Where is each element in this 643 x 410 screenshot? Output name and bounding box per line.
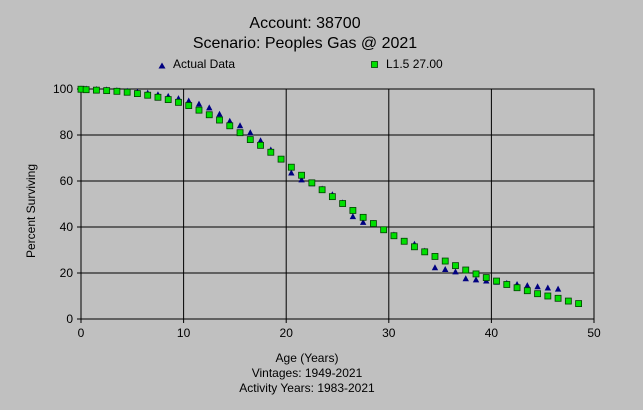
fit-point xyxy=(246,136,254,144)
fit-point xyxy=(359,213,367,221)
fit-point xyxy=(277,155,285,163)
fit-point xyxy=(267,148,275,156)
axis-ticks: 0 10 20 30 40 50 0 20 40 60 80 100 xyxy=(53,82,601,340)
fit-point xyxy=(154,93,162,101)
actual-data-point xyxy=(359,218,367,225)
actual-data-point xyxy=(216,110,223,117)
legend: Actual Data L1.5 27.00 xyxy=(158,57,443,71)
actual-data-point xyxy=(534,283,541,290)
legend-label-l15: L1.5 27.00 xyxy=(386,57,443,71)
legend-label-actual-data: Actual Data xyxy=(173,57,235,71)
actual-data-point xyxy=(226,117,233,124)
fit-point xyxy=(482,274,490,282)
actual-data-point xyxy=(544,284,552,291)
y-tick-label: 0 xyxy=(66,312,73,326)
fit-point xyxy=(205,111,213,119)
fit-point xyxy=(564,297,572,305)
actual-data-point xyxy=(452,268,459,275)
fit-point xyxy=(411,243,418,251)
actual-data-point xyxy=(349,213,357,220)
fit-point xyxy=(431,253,439,260)
fit-point xyxy=(287,163,295,171)
fit-point xyxy=(462,266,470,274)
fit-point xyxy=(441,257,449,265)
x-tick-label: 40 xyxy=(485,326,499,340)
fit-point xyxy=(82,86,90,94)
actual-data-point xyxy=(185,97,192,104)
fit-point xyxy=(534,290,541,298)
fit-point xyxy=(308,179,316,187)
actual-data-point xyxy=(472,276,480,283)
grid xyxy=(81,89,594,319)
fit-point xyxy=(298,171,305,179)
fit-point xyxy=(472,270,480,278)
fit-point xyxy=(113,87,121,95)
legend-marker-actual-data xyxy=(158,62,166,69)
y-tick-label: 100 xyxy=(53,82,73,96)
y-tick-label: 60 xyxy=(60,174,74,188)
fit-point xyxy=(370,220,377,227)
y-tick-label: 40 xyxy=(60,220,74,234)
x-tick-label: 10 xyxy=(177,326,191,340)
vintages-footer: Vintages: 1949-2021 xyxy=(252,366,363,380)
fit-point xyxy=(503,281,511,288)
actual-data-point xyxy=(288,169,295,176)
fit-point xyxy=(318,186,326,194)
fit-point xyxy=(195,106,203,114)
fit-point xyxy=(513,284,521,292)
fit-point xyxy=(103,87,111,95)
chart-subtitle: Scenario: Peoples Gas @ 2021 xyxy=(193,35,417,52)
actual-data-point xyxy=(247,129,254,136)
y-tick-label: 80 xyxy=(60,128,74,142)
fit-point xyxy=(339,200,347,207)
fit-point xyxy=(452,262,459,270)
chart-title: Account: 38700 xyxy=(249,15,360,32)
fit-point xyxy=(123,88,131,96)
actual-data-point xyxy=(195,100,203,107)
fit-point xyxy=(554,294,562,302)
plot-area xyxy=(80,88,595,320)
legend-marker-l15 xyxy=(371,61,378,68)
x-axis-label: Age (Years) xyxy=(276,351,339,365)
fit-point xyxy=(226,122,234,130)
fit-point xyxy=(349,207,357,214)
x-tick-label: 50 xyxy=(587,326,601,340)
fit-point xyxy=(257,141,264,149)
actual-data-point xyxy=(206,104,213,111)
actual-data-point xyxy=(257,137,264,144)
fit-point xyxy=(421,248,429,256)
x-tick-label: 0 xyxy=(78,326,85,340)
fit-point xyxy=(380,226,388,234)
fit-point xyxy=(575,300,583,307)
fit-point xyxy=(390,232,398,240)
fit-point xyxy=(92,86,100,94)
series-l15-fit xyxy=(77,85,583,307)
actual-data-point xyxy=(524,282,531,289)
fit-point xyxy=(175,98,182,106)
fit-point xyxy=(328,193,336,201)
actual-data-point xyxy=(462,275,469,282)
fit-point xyxy=(544,292,552,300)
actual-data-point xyxy=(442,266,449,273)
fit-point xyxy=(400,237,408,245)
fit-point xyxy=(164,96,172,103)
fit-point xyxy=(185,102,193,109)
actual-data-point xyxy=(236,122,244,129)
fit-point xyxy=(144,91,152,99)
fit-point xyxy=(134,90,141,97)
actual-data-point xyxy=(554,285,562,292)
actual-data-point xyxy=(431,264,439,271)
actual-data-point xyxy=(298,176,305,183)
fit-point xyxy=(523,287,531,295)
fit-point xyxy=(493,277,500,285)
y-tick-label: 20 xyxy=(60,266,74,280)
x-tick-label: 20 xyxy=(280,326,294,340)
fit-point xyxy=(216,116,223,124)
activity-years-footer: Activity Years: 1983-2021 xyxy=(239,381,375,395)
y-axis-label: Percent Surviving xyxy=(24,164,38,258)
fit-point xyxy=(236,129,244,137)
x-tick-label: 30 xyxy=(382,326,396,340)
